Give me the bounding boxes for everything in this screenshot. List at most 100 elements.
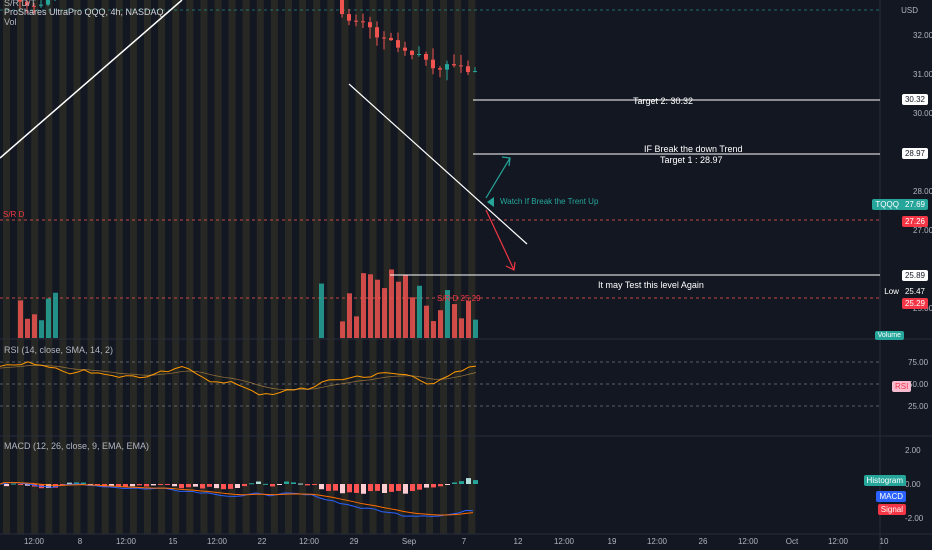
tqqq-tag-label: TQQQ: [875, 200, 899, 209]
volume-legend[interactable]: Vol: [4, 17, 17, 27]
session-band: [59, 0, 67, 534]
session-band: [87, 0, 95, 534]
level-tag[interactable]: 25.89: [901, 270, 928, 281]
down-arrow: [485, 209, 515, 271]
time-tick[interactable]: 12:00: [299, 537, 320, 546]
rsi-tag[interactable]: RSI: [892, 381, 912, 392]
time-tick[interactable]: 12:00: [647, 537, 668, 546]
macd-tag[interactable]: MACD: [876, 491, 906, 502]
price-tick: 31.00: [913, 70, 932, 79]
histogram-tag[interactable]: Histogram: [863, 475, 906, 486]
volume-bar: [340, 321, 345, 338]
volume-bar: [424, 305, 429, 338]
candle-body: [431, 59, 435, 69]
time-tick[interactable]: 7: [462, 537, 467, 546]
target2-tag[interactable]: 30.32: [901, 94, 928, 105]
macd-histogram-bar: [347, 484, 352, 493]
volume-bar: [445, 290, 450, 338]
macd-histogram-bar: [172, 484, 177, 487]
time-tick[interactable]: 19: [608, 537, 617, 546]
session-band: [256, 0, 264, 534]
macd-tick: 2.00: [905, 446, 921, 455]
session-band: [411, 0, 419, 534]
rsi-tick: 50.00: [908, 380, 929, 389]
macd-histogram-bar: [95, 484, 100, 486]
target1-annotation[interactable]: Target 1 : 28.97: [660, 155, 723, 165]
time-tick[interactable]: 12: [514, 537, 523, 546]
break-trend-annotation[interactable]: IF Break the down Trend: [644, 144, 743, 154]
macd-legend[interactable]: MACD (12, 26, close, 9, EMA, EMA): [4, 441, 150, 451]
time-tick[interactable]: 29: [350, 537, 359, 546]
volume-bar: [459, 318, 464, 338]
sr-red-tag[interactable]: 27.26: [901, 216, 928, 227]
tqqq-tag[interactable]: TQQQ 27.69: [872, 199, 928, 210]
volume-bar: [347, 293, 352, 338]
candle-body: [445, 64, 449, 70]
session-band: [397, 0, 405, 534]
up-arrow-head: [501, 156, 511, 167]
session-band: [101, 0, 109, 534]
symbol-title[interactable]: ProShares UltraPro QQQ, 4h, NASDAQ: [4, 7, 164, 17]
macd-histogram-bar: [319, 484, 324, 490]
signal-tag[interactable]: Signal: [877, 504, 906, 515]
candle-body: [410, 50, 414, 55]
session-band: [144, 0, 151, 534]
time-tick[interactable]: 15: [169, 537, 178, 546]
rsi-tick: 75.00: [908, 358, 929, 367]
watch-annotation[interactable]: Watch If Break the Trent Up: [500, 197, 599, 206]
time-tick[interactable]: 12:00: [738, 537, 759, 546]
session-band: [468, 0, 476, 534]
time-tick[interactable]: 12:00: [828, 537, 849, 546]
candle-body: [368, 22, 372, 28]
volume-bar: [46, 298, 51, 338]
macd-histogram-bar: [277, 484, 282, 485]
sr-low-tag[interactable]: 25.29: [901, 298, 928, 309]
macd-histogram-bar: [200, 484, 205, 489]
macd-histogram-bar: [242, 484, 247, 487]
macd-histogram-bar: [375, 484, 380, 491]
macd-histogram-bar: [438, 484, 443, 487]
time-tick[interactable]: 22: [258, 537, 267, 546]
volume-tag[interactable]: Volume: [874, 331, 904, 340]
time-tick[interactable]: 8: [78, 537, 83, 546]
time-tick[interactable]: 10: [880, 537, 889, 546]
rsi-sma-line: [0, 364, 477, 390]
macd-histogram-bar: [109, 484, 114, 487]
currency-label[interactable]: USD: [901, 6, 918, 15]
time-tick[interactable]: Sep: [402, 537, 417, 546]
macd-histogram-bar: [123, 484, 128, 488]
low-tag[interactable]: Low 25.47: [881, 286, 928, 297]
macd-histogram-bar: [431, 484, 436, 488]
macd-histogram-bar: [473, 480, 478, 484]
session-band: [17, 0, 25, 534]
session-band: [129, 0, 137, 534]
macd-histogram-bar: [256, 481, 261, 484]
time-tick[interactable]: 12:00: [554, 537, 575, 546]
target2-annotation[interactable]: Target 2: 30.32: [633, 96, 694, 106]
macd-histogram-bar: [361, 484, 366, 494]
macd-histogram-bar: [144, 484, 149, 487]
time-tick[interactable]: 26: [699, 537, 708, 546]
macd-histogram-bar: [466, 478, 471, 484]
session-band: [369, 0, 377, 534]
time-tick[interactable]: 12:00: [207, 537, 228, 546]
candle-body: [361, 21, 365, 23]
target1-tag[interactable]: 28.97: [901, 148, 928, 159]
time-tick[interactable]: Oct: [786, 537, 799, 546]
candle-body: [438, 68, 442, 70]
macd-histogram-bar: [193, 484, 198, 487]
top-cut-label: S/R D/T: [4, 0, 37, 8]
macd-histogram-bar: [382, 484, 387, 494]
session-band: [242, 0, 250, 534]
test-level-annotation[interactable]: It may Test this level Again: [598, 280, 704, 290]
time-tick[interactable]: 12:00: [24, 537, 45, 546]
macd-tick: -2.00: [905, 514, 924, 523]
time-tick[interactable]: 12:00: [116, 537, 137, 546]
rsi-legend[interactable]: RSI (14, close, SMA, 14, 2): [4, 345, 114, 355]
candle-body: [424, 53, 428, 60]
volume-bar: [452, 304, 457, 338]
candle-body: [466, 66, 470, 73]
sr-low-tag-value: 25.29: [904, 299, 925, 308]
volume-bar: [410, 297, 415, 338]
